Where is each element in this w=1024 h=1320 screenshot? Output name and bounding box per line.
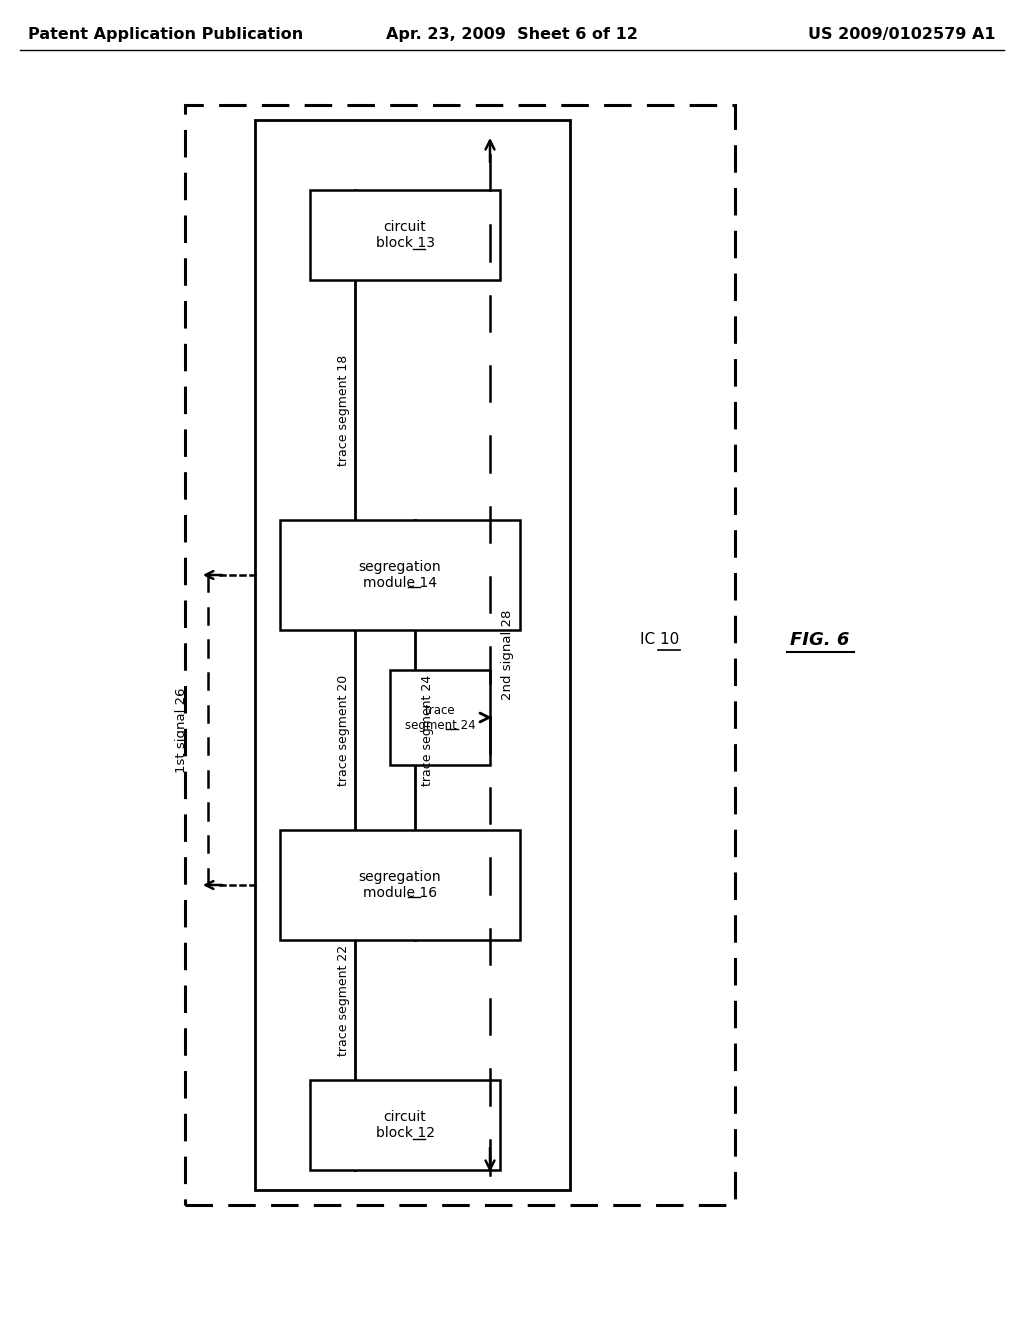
Text: IC 10: IC 10	[640, 632, 680, 648]
Text: trace segment 22: trace segment 22	[337, 944, 349, 1056]
Text: circuit
block 13: circuit block 13	[376, 220, 434, 249]
Bar	[185, 106, 735, 1205]
Text: Apr. 23, 2009  Sheet 6 of 12: Apr. 23, 2009 Sheet 6 of 12	[386, 28, 638, 42]
Text: circuit
block 12: circuit block 12	[376, 1110, 434, 1140]
Bar	[310, 1080, 500, 1170]
Text: trace segment 24: trace segment 24	[421, 675, 433, 785]
Text: trace
segment 24: trace segment 24	[404, 704, 475, 731]
Text: FIG. 6: FIG. 6	[791, 631, 850, 649]
Text: segregation
module 16: segregation module 16	[358, 870, 441, 900]
Bar	[280, 520, 520, 630]
Bar	[310, 190, 500, 280]
Bar	[280, 830, 520, 940]
Text: segregation
module 14: segregation module 14	[358, 560, 441, 590]
Bar	[390, 671, 490, 766]
Text: trace segment 20: trace segment 20	[337, 675, 349, 785]
Text: 2nd signal 28: 2nd signal 28	[502, 610, 514, 700]
Text: 1st signal 26: 1st signal 26	[175, 688, 188, 772]
Text: trace segment 18: trace segment 18	[337, 354, 349, 466]
Text: Patent Application Publication: Patent Application Publication	[28, 28, 303, 42]
Text: US 2009/0102579 A1: US 2009/0102579 A1	[809, 28, 996, 42]
Bar	[255, 120, 570, 1191]
